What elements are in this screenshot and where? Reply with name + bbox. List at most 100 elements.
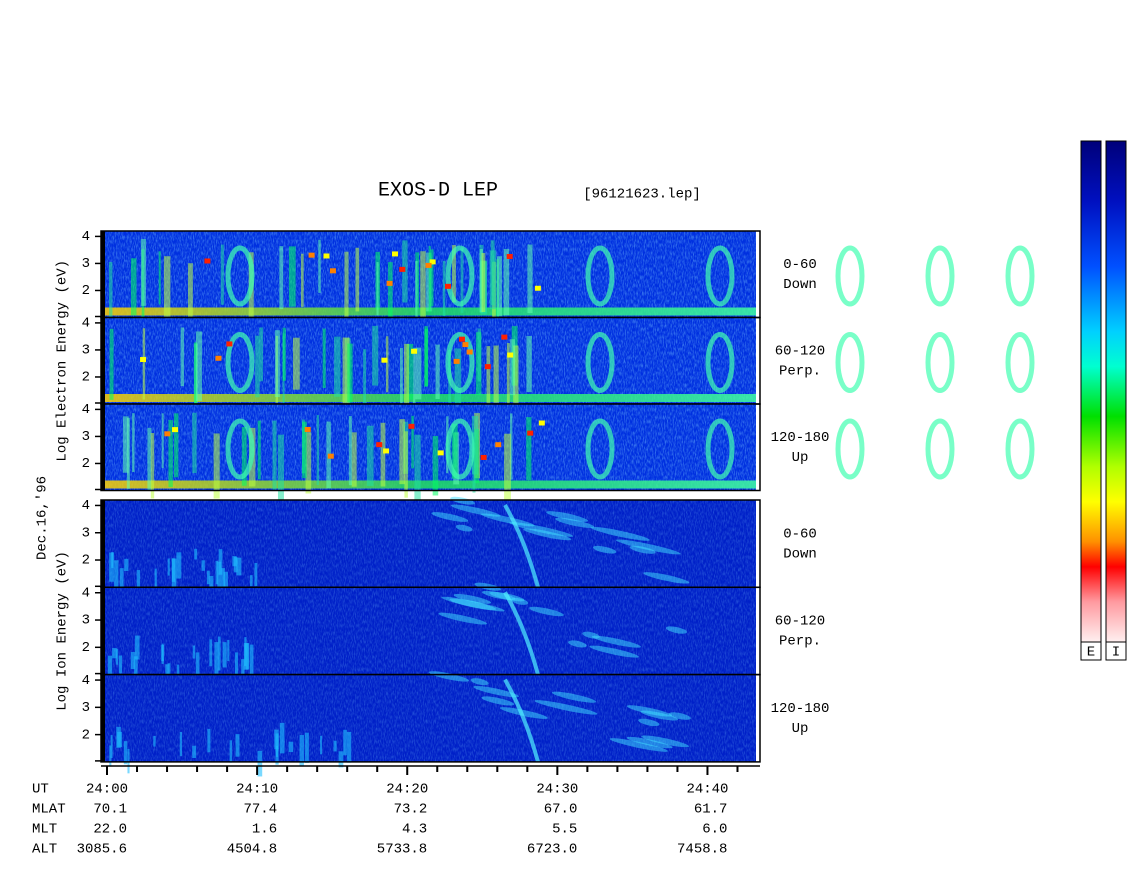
ephemeris-value: 3085.6 xyxy=(77,842,127,858)
spectrogram-streak xyxy=(257,750,263,777)
spectrogram-hotspot xyxy=(462,342,469,348)
spectrogram-streak xyxy=(163,256,171,327)
spectrogram-streak xyxy=(109,745,112,767)
spectrogram-arc xyxy=(925,332,955,393)
spectrogram-hotspot xyxy=(381,357,388,363)
spectrogram-streak xyxy=(232,556,237,567)
spectrogram-streak xyxy=(318,239,321,293)
spectrogram-streak xyxy=(194,548,198,560)
ephemeris-value: 7458.8 xyxy=(677,842,727,858)
spectrogram-feature xyxy=(449,598,496,611)
spectrogram-feature xyxy=(438,612,488,625)
spectrogram-streak xyxy=(124,558,129,571)
spectrogram-band xyxy=(105,394,756,402)
spectrogram-hotspot xyxy=(376,442,383,448)
panel-angle-label: 0-60 xyxy=(783,257,817,273)
spectrogram-streak xyxy=(207,728,211,753)
spectrogram-streak xyxy=(527,244,533,314)
y-tick-label: 4 xyxy=(82,673,90,689)
spectrogram-streak xyxy=(404,431,408,498)
spectrogram-feature xyxy=(473,685,519,698)
spectrogram-feature xyxy=(546,511,589,522)
spectrogram-hotspot xyxy=(327,453,334,459)
spectrogram-streak xyxy=(154,568,157,588)
spectrogram-feature xyxy=(638,718,660,727)
spectrogram-hotspot xyxy=(308,252,315,258)
panel-direction-label: Down xyxy=(783,277,817,293)
spectrogram-streak xyxy=(153,736,156,747)
spectrogram-streak xyxy=(372,325,379,386)
spectrogram-streak xyxy=(347,343,353,403)
spectrogram-streak xyxy=(506,342,510,413)
colorbar xyxy=(1080,140,1102,643)
spectrogram-streak xyxy=(420,251,426,318)
spectrogram-streak xyxy=(115,649,119,665)
spectrogram-feature xyxy=(470,678,489,686)
spectrogram-streak xyxy=(107,655,113,680)
spectrogram-streak xyxy=(472,432,476,493)
x-tick-label: 24:20 xyxy=(386,782,428,798)
spectrogram-streak xyxy=(376,262,379,316)
spectrogram-streak xyxy=(279,246,284,310)
spectrogram-streak xyxy=(342,337,350,408)
spectrogram-feature xyxy=(481,696,515,706)
spectrogram-feature xyxy=(555,517,595,528)
x-tick-label: 24:00 xyxy=(86,782,128,798)
spectrogram-arc xyxy=(925,245,955,307)
spectrogram-hotspot xyxy=(425,262,432,268)
spectrogram-streak xyxy=(134,656,138,677)
spectrogram-streak xyxy=(109,328,114,400)
spectrogram-streak xyxy=(195,331,202,401)
spectrogram-streak xyxy=(279,722,285,754)
spectrogram-streak xyxy=(147,427,152,491)
spectrogram-hotspot xyxy=(411,348,418,354)
spectrogram-arc xyxy=(225,418,255,480)
spectrogram-streak xyxy=(123,741,128,765)
spectrogram-streak xyxy=(192,645,196,659)
spectrogram-streak xyxy=(192,412,197,474)
y-tick-label: 3 xyxy=(82,343,90,359)
ephemeris-value: 77.4 xyxy=(244,802,278,818)
spectrogram-streak xyxy=(496,256,502,317)
spectrogram-hotspot xyxy=(484,364,491,370)
spectrogram-streak xyxy=(136,570,141,591)
x-tick-label: 24:10 xyxy=(236,782,278,798)
spectrogram-feature xyxy=(609,738,669,752)
spectrogram-hotspot xyxy=(226,341,233,347)
spectrogram-streak xyxy=(217,636,221,671)
x-tick-label: 24:40 xyxy=(686,782,728,798)
panel-direction-label: Perp. xyxy=(779,634,821,650)
spectrogram-streak xyxy=(292,337,300,390)
spectrogram-streak xyxy=(127,748,130,774)
spectrogram-streak xyxy=(195,652,200,685)
colorbar-label-box xyxy=(1105,641,1127,661)
spectrogram-streak xyxy=(486,346,491,404)
spectrogram-hotspot xyxy=(429,259,436,265)
spectrogram-streak xyxy=(277,434,284,506)
spectrogram-streak xyxy=(510,413,513,480)
spectrogram-streak xyxy=(489,250,497,310)
spectrogram-streak xyxy=(192,745,197,758)
spectrogram-hotspot xyxy=(458,336,465,342)
spectrogram-streak xyxy=(347,731,352,763)
spectrogram-streak xyxy=(140,239,147,306)
spectrogram-arc xyxy=(225,332,255,393)
spectrogram-hotspot xyxy=(495,442,502,448)
spectrogram-hotspot xyxy=(534,285,541,291)
colorbars: E I xyxy=(1080,140,1127,661)
spectrogram-streak xyxy=(158,251,161,305)
spectrogram-streak xyxy=(334,336,341,397)
spectrogram-streak xyxy=(302,421,307,479)
spectrogram-streak xyxy=(218,549,223,575)
group-label: Log Electron Energy (eV) xyxy=(55,260,71,462)
spectrogram-streak xyxy=(503,248,510,316)
y-tick-label: 3 xyxy=(82,613,90,629)
y-tick-label: 2 xyxy=(82,640,90,656)
spectrogram-streak xyxy=(504,433,511,500)
ephemeris-value: 6723.0 xyxy=(527,842,577,858)
spectrogram-streak xyxy=(288,246,296,307)
y-tick-label: 4 xyxy=(82,316,90,332)
spectrogram-streak xyxy=(244,637,247,666)
spectrogram-streak xyxy=(150,433,155,499)
spectrogram-streak xyxy=(130,258,137,316)
